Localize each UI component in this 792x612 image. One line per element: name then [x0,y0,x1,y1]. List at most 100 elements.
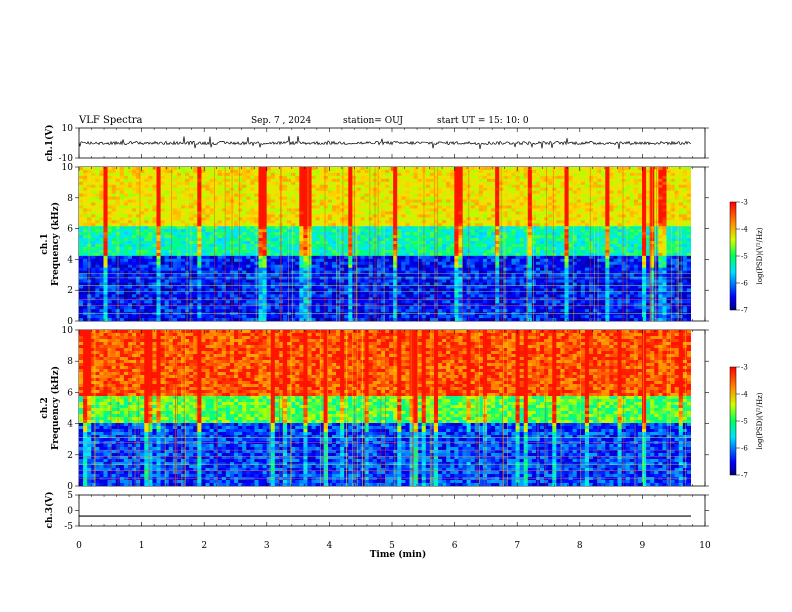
spectrogram-cell [315,241,321,245]
spectrogram-cell [425,241,431,245]
spectrogram-cell [132,167,137,171]
spectrogram-cell [95,294,100,298]
spectrogram-cell [425,208,431,212]
spectrogram-cell [380,232,386,236]
spectrogram-cell [181,211,186,215]
spectrogram-cell [344,226,349,230]
spectrogram-cell [274,229,280,233]
spectrogram-cell [123,309,129,313]
spectrogram-cell [132,193,137,198]
spectrogram-cell [454,306,459,310]
spectrogram-cell [409,214,414,218]
spectrogram-cell [136,217,141,221]
spectrogram-cell [140,246,145,251]
spectrogram-cell [176,172,182,177]
spectrogram-cell [119,214,125,218]
spectrogram-cell [417,282,423,286]
spectrogram-cell [262,273,268,277]
spectrogram-cell [132,223,137,227]
spectrogram-cell [156,226,161,230]
spectrogram-cell [458,294,463,298]
spectrogram-cell [405,255,410,260]
spectrogram-cell [132,318,137,321]
spectrogram-cell [160,276,166,280]
spectrogram-cell [266,249,272,254]
spectrogram-cell [299,199,304,203]
spectrogram-cell [176,190,182,195]
spectrogram-cell [450,241,455,245]
spectrogram-cell [164,208,170,212]
spectrogram-cell [176,276,182,280]
spectrogram-cell [429,258,435,263]
spectrogram-cell [201,167,206,171]
spectrogram-cell [336,255,341,260]
spectrogram-cell [331,306,337,310]
spectrogram-cell [119,226,125,230]
spectrogram-cell [364,297,370,301]
spectrogram-cell [270,226,276,230]
spectrogram-cell [360,306,365,310]
spectrogram-cell [274,270,280,275]
spectrogram-cell [319,172,325,177]
spectrogram-cell [83,211,88,215]
spectrogram-cell [193,232,198,236]
spectrogram-cell [160,309,166,313]
spectrogram-cell [270,172,276,177]
spectrogram-cell [83,294,88,298]
spectrogram-cell [360,193,365,198]
spectrogram-cell [225,285,231,289]
spectrogram-cell [148,270,153,275]
spectrogram-cell [164,264,170,269]
spectrogram-cell [103,246,108,251]
spectrogram-cell [213,184,219,189]
spectrogram-cell [262,300,268,304]
spectrogram-cell [83,279,88,283]
spectrogram-cell [123,241,129,245]
spectrogram-cell [266,309,272,313]
spectrogram-cell [103,249,108,254]
spectrogram-cell [291,184,296,189]
spectrogram-cell [254,193,259,198]
spectrogram-cell [311,199,317,203]
spectrogram-cell [168,208,174,212]
spectrogram-cell [429,220,435,224]
spectrogram-cell [103,282,108,286]
spectrogram-cell [217,187,223,192]
spectrogram-cell [193,315,198,319]
spectrogram-cell [413,235,419,239]
spectrogram-cell [311,279,317,283]
spectrogram-cell [79,167,84,171]
spectrogram-cell [189,276,194,280]
spectrogram-cell [250,264,255,269]
spectrogram-cell [393,255,398,260]
spectrogram-cell [91,255,96,260]
spectrogram-cell [315,297,321,301]
spectrogram-cell [193,288,198,292]
spectrogram-cell [136,258,141,263]
spectrogram-cell [148,193,153,198]
spectrogram-cell [168,279,174,283]
spectrogram-cell [327,273,333,277]
spectrogram-cell [87,306,92,310]
spectrogram-cell [274,223,280,227]
spectrogram-cell [242,205,247,209]
spectrogram-cell [132,306,137,310]
spectrogram-cell [197,255,202,260]
spectrogram-cell [425,282,431,286]
spectrogram-cell [262,285,268,289]
spectrogram-cell [87,282,92,286]
spectrogram-cell [433,306,439,310]
spectrogram-cell [189,261,194,266]
spectrogram-cell [446,255,451,260]
spectrogram-cell [299,235,304,239]
spectrogram-cell [152,267,157,272]
spectrogram-cell [344,318,349,321]
spectrogram-cell [315,181,321,186]
spectrogram-cell [462,294,467,298]
spectrogram-cell [103,267,108,272]
spectrogram-cell [340,270,345,275]
spectrogram-cell [99,178,104,183]
spectrogram-cell [250,199,255,203]
spectrogram-cell [172,294,178,298]
spectrogram-cell [201,214,206,218]
